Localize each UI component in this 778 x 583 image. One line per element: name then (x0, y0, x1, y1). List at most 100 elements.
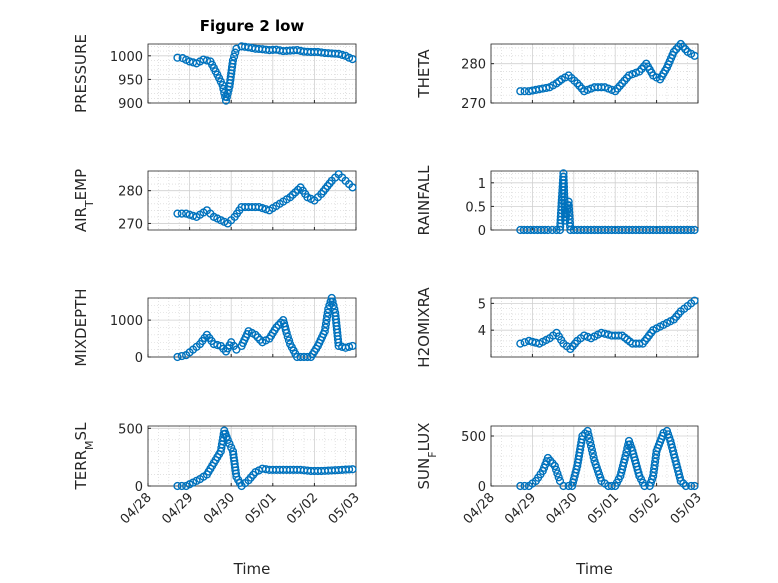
data-point-interp (321, 319, 331, 328)
x-tick-label: 04/28 (461, 490, 498, 527)
data-point (690, 225, 699, 235)
y-tick-label: 280 (118, 185, 143, 200)
y-tick-label: 1000 (110, 50, 143, 65)
data-point (173, 352, 182, 362)
data-point (516, 481, 525, 491)
x-tick-label: 05/02 (626, 490, 663, 527)
y-tick-label: 0 (135, 351, 143, 366)
y-axis-label: TERRMSL (72, 422, 96, 491)
data-point-interp (587, 445, 597, 454)
data-point-interp (323, 312, 332, 321)
x-tick-label: 04/28 (118, 490, 155, 527)
data-point (228, 56, 238, 65)
data-point-interp (284, 336, 294, 345)
y-axis-label: MIXDEPTH (72, 288, 90, 366)
data-point-interp (321, 323, 330, 332)
data-point-interp (225, 439, 234, 448)
y-axis-label: AIRTEMP (72, 169, 96, 232)
data-series (516, 169, 699, 235)
data-point-interp (542, 83, 551, 93)
data-point-interp (344, 342, 354, 351)
subplot-8: 0 500 04/28 04/29 04/30 05/01 05/02 05/03 SUNFLU… (415, 423, 705, 578)
chart-title: Figure 2 low (200, 17, 305, 35)
x-tick-label: 04/30 (544, 490, 581, 527)
plot-area (491, 298, 698, 357)
y-tick-label: 4 (478, 324, 486, 339)
plot-area (491, 171, 698, 230)
data-point (173, 209, 182, 218)
data-point-interp (328, 297, 337, 306)
data-point-interp (520, 481, 529, 491)
data-point-interp (588, 449, 597, 458)
y-axis-label: SUNFLUX (415, 423, 439, 490)
data-point-interp (322, 316, 331, 325)
axes-frame (490, 425, 699, 487)
data-point (320, 327, 329, 336)
x-tick-label: 05/01 (243, 490, 280, 527)
data-series (516, 296, 699, 354)
y-tick-label: 270 (118, 217, 143, 232)
data-point-interp (329, 301, 338, 310)
x-tick-label: 04/29 (502, 490, 539, 527)
data-point (681, 481, 691, 491)
data-point (232, 345, 241, 354)
data-point-interp (520, 338, 529, 347)
data-point (348, 55, 357, 64)
data-point (621, 451, 630, 461)
x-tick-label: 05/03 (668, 490, 705, 527)
y-tick-label: 0 (135, 480, 143, 495)
subplot-5: 0 1000 MIXDEPTH (72, 288, 357, 367)
data-point-interp (554, 473, 563, 482)
data-point-interp (589, 453, 598, 462)
data-point (516, 87, 525, 96)
data-point (690, 51, 699, 60)
data-series (173, 426, 357, 491)
x-axis-label: Time (233, 560, 271, 578)
data-point (690, 481, 699, 491)
data-point (272, 323, 281, 332)
data-point (690, 296, 699, 305)
axes-frame (490, 43, 699, 104)
data-point-interp (586, 438, 595, 447)
data-point (676, 476, 685, 486)
y-tick-label: 280 (461, 58, 486, 73)
data-point-interp (229, 52, 239, 61)
subplot-2: 270 280 THETA (415, 39, 699, 112)
data-point (543, 225, 553, 235)
data-point-interp (213, 340, 222, 350)
subplot-6: 4 5 H2OMIXRA (415, 287, 699, 368)
x-tick-label: 04/29 (159, 490, 196, 527)
data-point (561, 216, 570, 225)
data-series (516, 426, 699, 491)
y-axis-label: THETA (415, 49, 433, 99)
data-point-interp (585, 434, 594, 443)
y-tick-label: 500 (461, 430, 486, 445)
axes-frame (147, 425, 357, 487)
data-point-interp (552, 465, 561, 474)
data-point-interp (177, 481, 186, 491)
data-point-interp (258, 204, 267, 213)
y-tick-label: 500 (118, 422, 143, 437)
y-tick-label: 5 (478, 297, 486, 312)
plot-area (148, 171, 356, 230)
data-point (282, 328, 291, 338)
data-point-interp (540, 225, 549, 235)
data-series (173, 293, 357, 362)
y-tick-label: 270 (461, 97, 486, 112)
data-point-interp (679, 479, 688, 488)
data-point (348, 465, 357, 474)
axes-frame (147, 170, 357, 231)
data-point-interp (177, 351, 186, 361)
axes-frame (490, 297, 699, 358)
data-point-interp (255, 335, 265, 344)
data-series (173, 170, 357, 228)
subplot-7: 0 500 04/28 04/29 04/30 05/01 05/02 05/03 TERRMS… (72, 422, 363, 578)
data-point (516, 339, 525, 348)
grid (147, 426, 357, 487)
subplot-3: 270 280 AIRTEMP (72, 169, 357, 232)
data-point (324, 304, 333, 314)
data-point (348, 341, 357, 351)
y-tick-label: 1 (478, 177, 486, 192)
